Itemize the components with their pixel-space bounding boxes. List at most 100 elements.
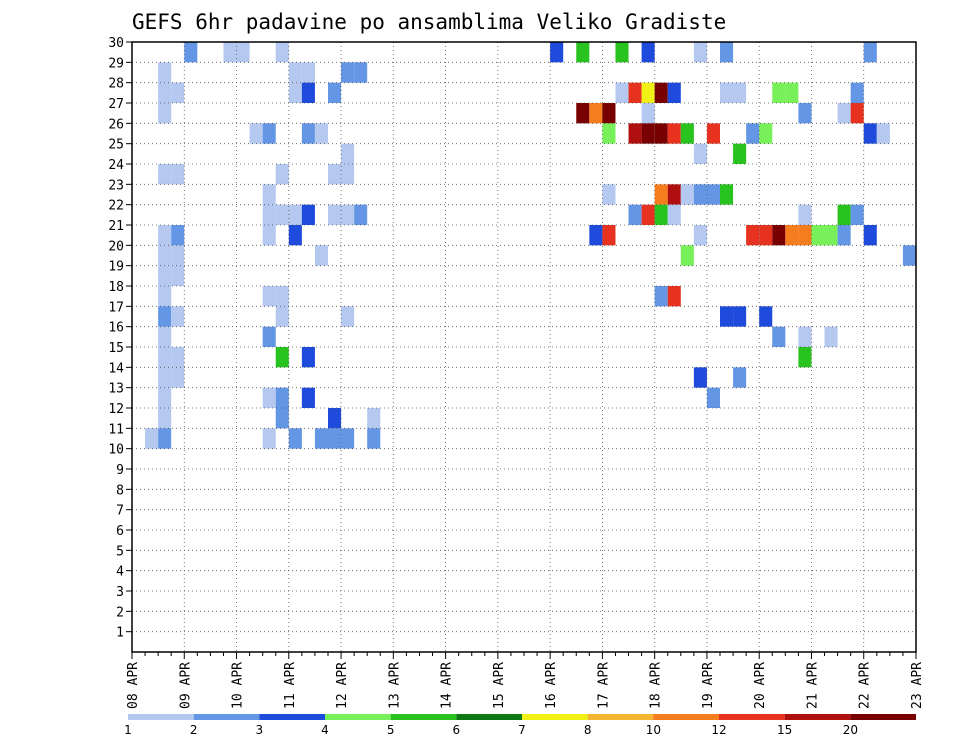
x-tick-label: 17 APR xyxy=(596,662,611,709)
y-tick-label: 18 xyxy=(108,280,124,295)
heatmap-cell xyxy=(824,326,838,347)
heatmap-cell xyxy=(158,326,172,347)
x-tick-label: 18 APR xyxy=(649,662,664,709)
y-tick-label: 9 xyxy=(116,463,124,478)
y-tick-label: 28 xyxy=(108,77,124,92)
heatmap-cell xyxy=(288,82,302,103)
heatmap-cell xyxy=(171,164,185,185)
heatmap-cell xyxy=(863,225,877,246)
heatmap-cell xyxy=(301,82,315,103)
heatmap-cell xyxy=(667,184,681,205)
heatmap-cell xyxy=(654,82,668,103)
heatmap-cell xyxy=(824,225,838,246)
chart-title: GEFS 6hr padavine po ansamblima Veliko G… xyxy=(132,10,726,34)
legend-label: 4 xyxy=(321,723,329,737)
heatmap-cell xyxy=(772,225,786,246)
heatmap-cell xyxy=(341,164,355,185)
legend-label: 15 xyxy=(777,723,792,737)
legend-swatch xyxy=(522,714,588,720)
heatmap-cell xyxy=(158,306,172,327)
heatmap-cell xyxy=(602,184,616,205)
y-tick-label: 26 xyxy=(108,117,124,132)
y-tick-label: 2 xyxy=(116,605,124,620)
heatmap-cell xyxy=(275,42,289,63)
heatmap-cell xyxy=(171,347,185,368)
heatmap-cell xyxy=(706,184,720,205)
heatmap-cell xyxy=(328,204,342,225)
heatmap-cell xyxy=(288,62,302,83)
y-tick-label: 25 xyxy=(108,138,124,153)
heatmap-cell xyxy=(262,123,276,144)
heatmap-cell xyxy=(328,82,342,103)
x-tick-label: 09 APR xyxy=(178,662,193,709)
heatmap-cell xyxy=(798,103,812,124)
heatmap-cell xyxy=(628,82,642,103)
heatmap-cell xyxy=(354,62,368,83)
legend-label: 5 xyxy=(387,723,395,737)
heatmap-cell xyxy=(275,347,289,368)
heatmap-cell xyxy=(641,204,655,225)
heatmap-cell xyxy=(589,103,603,124)
heatmap-cell xyxy=(275,204,289,225)
heatmap-cell xyxy=(772,82,786,103)
legend-swatch xyxy=(128,714,194,720)
heatmap-cell xyxy=(863,42,877,63)
y-tick-label: 24 xyxy=(108,158,124,173)
heatmap-cell xyxy=(288,428,302,449)
x-tick-label: 19 APR xyxy=(701,662,716,709)
heatmap-cell xyxy=(641,103,655,124)
heatmap-cell xyxy=(262,184,276,205)
heatmap-cell xyxy=(171,306,185,327)
heatmap-cell xyxy=(328,428,342,449)
heatmap-cell xyxy=(301,123,315,144)
heatmap-cell xyxy=(667,82,681,103)
heatmap-cell xyxy=(158,347,172,368)
heatmap-cell xyxy=(158,408,172,429)
heatmap-cell xyxy=(798,326,812,347)
legend-label: 12 xyxy=(711,723,726,737)
heatmap-cell xyxy=(720,306,734,327)
heatmap-cell xyxy=(275,387,289,408)
heatmap-cell xyxy=(184,42,198,63)
heatmap-cell xyxy=(863,123,877,144)
y-tick-label: 13 xyxy=(108,382,124,397)
heatmap-cell xyxy=(275,408,289,429)
x-tick-label: 23 APR xyxy=(910,662,925,709)
x-tick-label: 14 APR xyxy=(440,662,455,709)
heatmap-cell xyxy=(262,286,276,307)
heatmap-cell xyxy=(354,204,368,225)
legend-label: 8 xyxy=(584,723,592,737)
heatmap-cell xyxy=(576,103,590,124)
heatmap-cell xyxy=(171,225,185,246)
heatmap-cell xyxy=(341,62,355,83)
x-tick-label: 08 APR xyxy=(126,662,141,709)
legend-swatch xyxy=(784,714,851,720)
heatmap-cell xyxy=(746,225,760,246)
heatmap-cell xyxy=(733,306,747,327)
heatmap-cell xyxy=(850,204,864,225)
x-tick-label: 11 APR xyxy=(283,662,298,709)
y-tick-label: 30 xyxy=(108,36,124,51)
heatmap-cell xyxy=(288,204,302,225)
heatmap-cell xyxy=(262,326,276,347)
y-tick-label: 5 xyxy=(116,544,124,559)
heatmap-cell xyxy=(275,164,289,185)
heatmap-cell xyxy=(693,367,707,388)
heatmap-cell xyxy=(654,123,668,144)
heatmap-cells xyxy=(145,42,916,449)
heatmap-cell xyxy=(850,103,864,124)
heatmap-cell xyxy=(328,408,342,429)
heatmap-cell xyxy=(772,326,786,347)
heatmap-cell xyxy=(249,123,263,144)
heatmap-cell xyxy=(328,164,342,185)
heatmap-cell xyxy=(733,82,747,103)
heatmap-cell xyxy=(680,184,694,205)
heatmap-cell xyxy=(720,42,734,63)
y-tick-label: 16 xyxy=(108,321,124,336)
heatmap-cell xyxy=(667,286,681,307)
heatmap-cell xyxy=(667,123,681,144)
heatmap-cell xyxy=(262,387,276,408)
heatmap-cell xyxy=(158,225,172,246)
legend-label: 6 xyxy=(453,723,461,737)
heatmap-cell xyxy=(641,82,655,103)
